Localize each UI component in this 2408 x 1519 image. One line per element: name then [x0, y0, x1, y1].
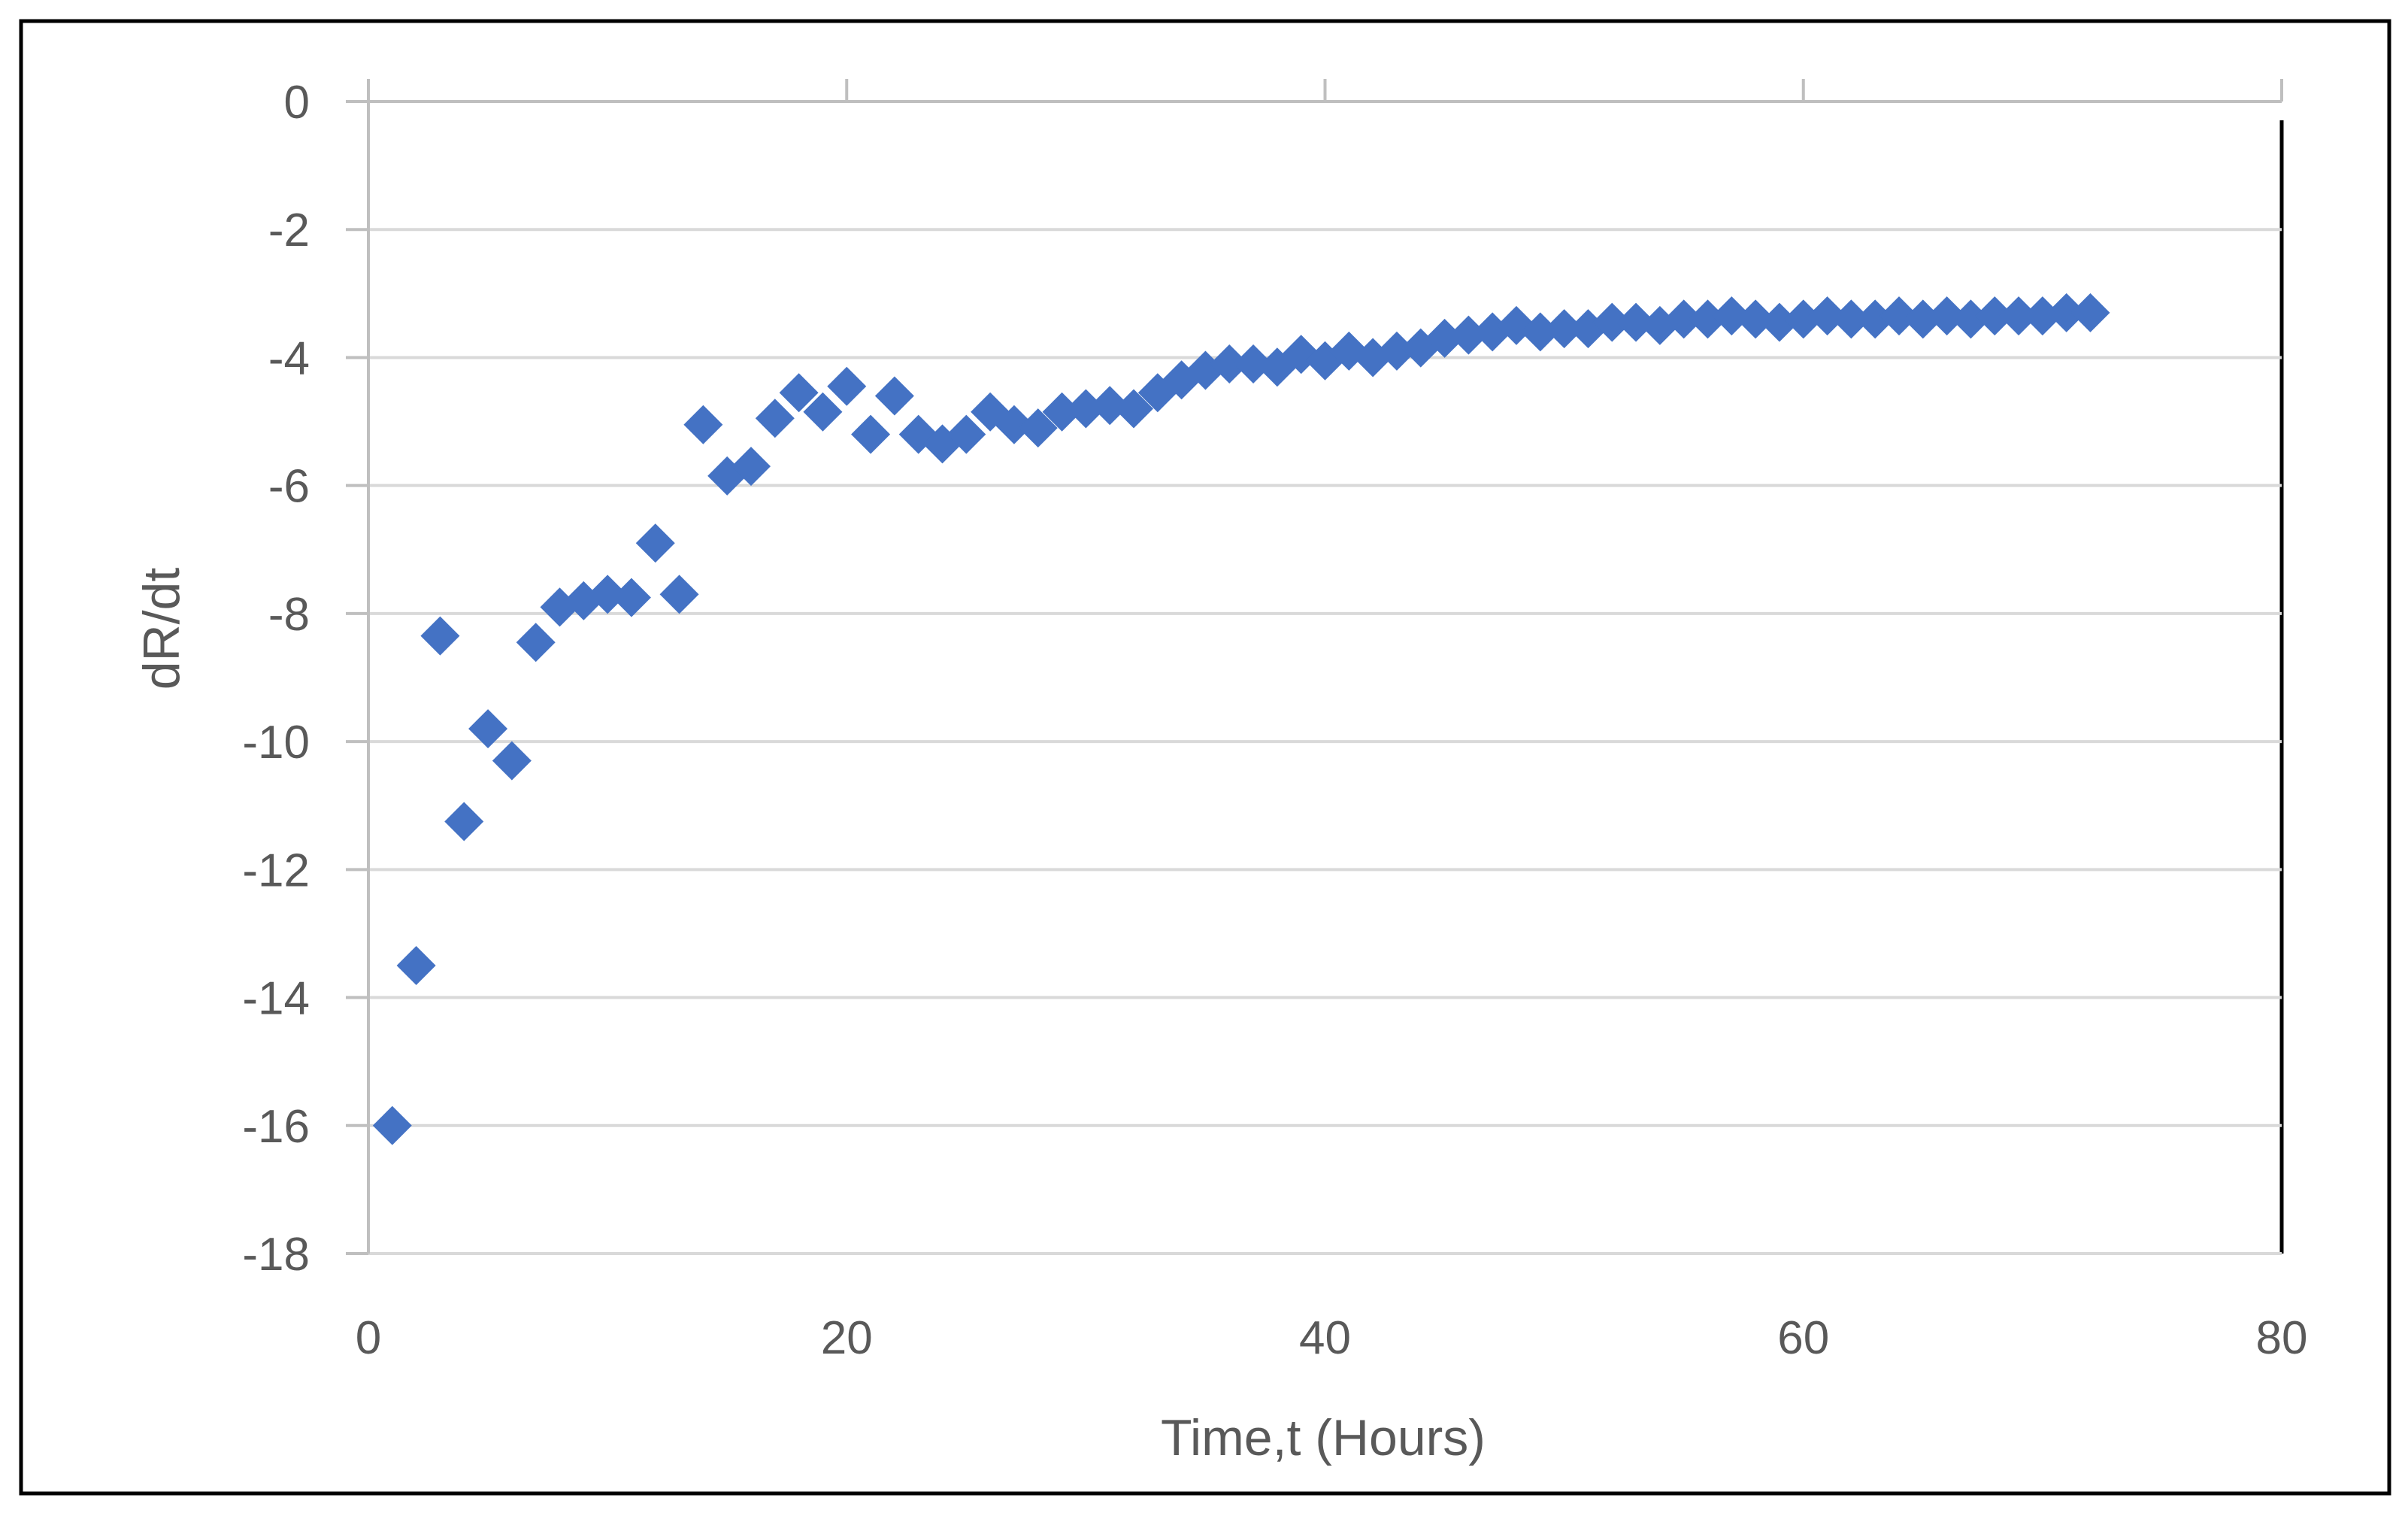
data-point	[1975, 296, 2015, 336]
y-tick-label: -18	[242, 1229, 310, 1281]
y-tick-label: -14	[242, 973, 310, 1025]
y-tick-label: -8	[268, 589, 310, 641]
data-point	[1759, 302, 1799, 342]
data-point	[1879, 296, 1919, 336]
data-point	[1855, 299, 1895, 339]
y-tick-label: -2	[268, 205, 310, 256]
data-point	[827, 366, 867, 406]
data-point	[1783, 299, 1823, 339]
y-tick-label: 0	[284, 77, 310, 129]
figure-border	[19, 19, 2391, 1496]
data-point	[1927, 296, 1967, 336]
data-point	[396, 946, 436, 985]
data-point	[1736, 299, 1776, 339]
data-point	[444, 802, 484, 841]
data-point	[874, 376, 914, 416]
data-point	[755, 399, 795, 438]
data-point	[1664, 299, 1704, 339]
data-point	[1903, 299, 1943, 339]
y-tick-label: -6	[268, 461, 310, 513]
y-tick-label: -4	[268, 332, 310, 384]
data-point	[1712, 296, 1752, 336]
data-point	[492, 741, 532, 781]
data-point	[372, 1105, 412, 1145]
data-point	[1210, 344, 1249, 384]
data-point	[2022, 296, 2062, 336]
data-point	[1377, 331, 1416, 371]
y-tick-labels: 0 -2 -4 -6 -8 -10 -12 -14 -16 -18	[242, 77, 310, 1281]
data-point	[2046, 293, 2086, 332]
data-point	[1449, 315, 1489, 355]
axes	[346, 79, 2283, 1255]
data-point	[1616, 302, 1656, 342]
data-point	[1520, 312, 1560, 352]
data-point	[731, 447, 771, 487]
data-point	[588, 575, 628, 614]
data-point	[779, 373, 819, 413]
data-point	[1018, 408, 1058, 448]
x-tick-label: 40	[1299, 1312, 1351, 1364]
data-point	[994, 405, 1034, 444]
data-point	[683, 405, 723, 444]
y-tick-label: -12	[242, 844, 310, 896]
data-point	[851, 414, 891, 454]
data-point	[1425, 318, 1464, 358]
data-point	[420, 616, 460, 656]
data-point	[1114, 389, 1153, 429]
data-point	[1066, 389, 1106, 429]
data-markers	[372, 293, 2110, 1145]
x-tick-label: 0	[356, 1312, 381, 1364]
data-point	[1234, 344, 1274, 384]
data-point	[1951, 299, 1991, 339]
data-point	[468, 709, 508, 749]
data-point	[1807, 296, 1847, 336]
data-point	[1042, 392, 1082, 432]
data-point	[1090, 386, 1130, 426]
data-point	[1544, 309, 1584, 349]
data-point	[635, 523, 675, 563]
data-point	[516, 623, 556, 662]
y-tick-label: -10	[242, 717, 310, 769]
data-point	[659, 575, 699, 614]
data-point	[1592, 302, 1632, 342]
data-point	[1831, 299, 1871, 339]
data-point	[611, 578, 651, 617]
x-tick-labels: 0 20 40 60 80	[356, 1312, 2308, 1364]
x-tick-label: 80	[2256, 1312, 2308, 1364]
data-point	[1999, 296, 2039, 336]
x-axis-title: Time,t (Hours)	[1161, 1409, 1486, 1466]
data-point	[2070, 293, 2110, 332]
y-axis-title: dR/dt	[133, 568, 190, 690]
data-point	[1688, 299, 1728, 339]
data-point	[947, 414, 986, 454]
x-tick-label: 60	[1777, 1312, 1829, 1364]
x-tick-label: 20	[821, 1312, 873, 1364]
data-point	[803, 392, 843, 432]
y-tick-label: -16	[242, 1101, 310, 1153]
